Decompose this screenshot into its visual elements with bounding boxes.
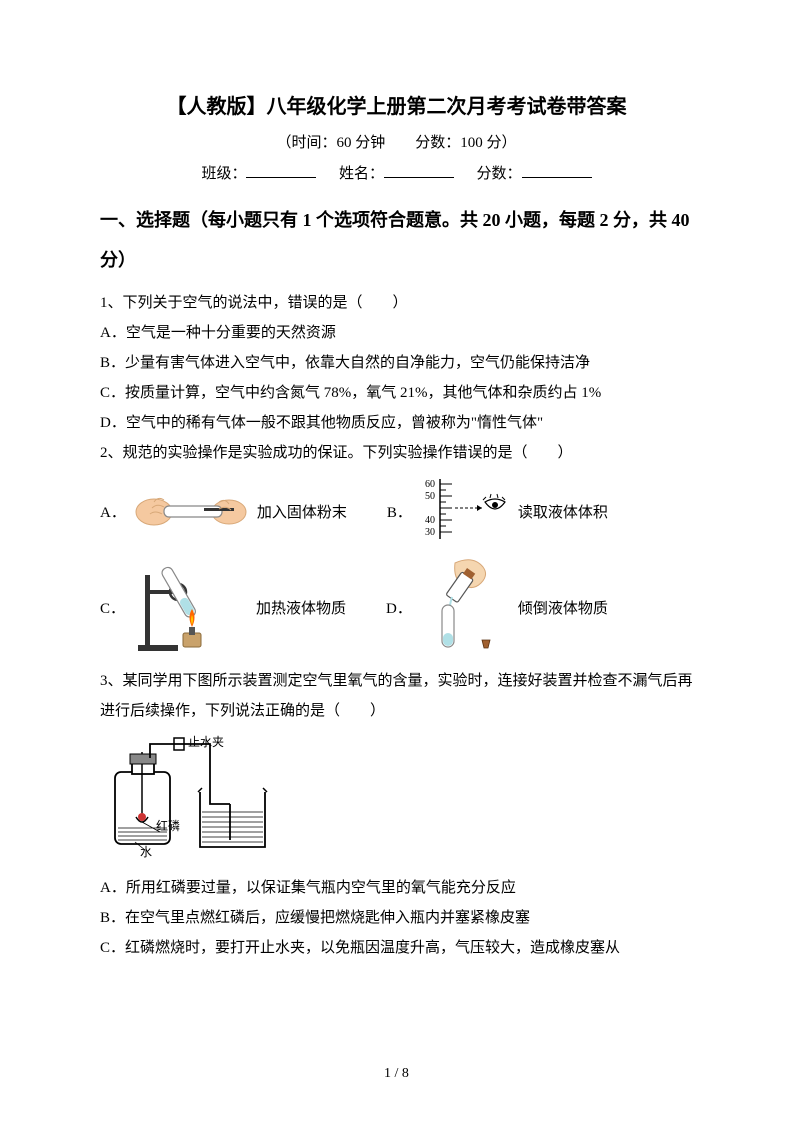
- q1-opt-d: D．空气中的稀有气体一般不跟其他物质反应，曾被称为"惰性气体": [100, 408, 693, 438]
- class-label: 班级：: [201, 166, 246, 182]
- svg-text:50: 50: [425, 491, 435, 502]
- score-label: 分数：: [477, 166, 522, 182]
- page-footer: 1 / 8: [0, 1066, 793, 1082]
- svg-text:止水夹: 止水夹: [188, 735, 224, 749]
- q3-opt-c: C．红磷燃烧时，要打开止水夹，以免瓶因温度升高，气压较大，造成橡皮塞从: [100, 933, 693, 963]
- q2-b-label: 读取液体体积: [518, 501, 608, 522]
- svg-text:40: 40: [425, 515, 435, 526]
- q2-c-letter: C．: [100, 597, 125, 618]
- q1-opt-c: C．按质量计算，空气中约含氮气 78%，氧气 21%，其他气体和杂质约占 1%: [100, 378, 693, 408]
- q2-a-label: 加入固体粉末: [257, 501, 347, 522]
- q3-stem: 3、某同学用下图所示装置测定空气里氧气的含量，实验时，连接好装置并检查不漏气后再…: [100, 666, 693, 726]
- q2-b-letter: B．: [387, 501, 412, 522]
- svg-text:红磷: 红磷: [156, 818, 180, 833]
- q1-opt-b: B．少量有害气体进入空气中，依靠大自然的自净能力，空气仍能保持洁净: [100, 348, 693, 378]
- q3-opt-a: A．所用红磷要过量，以保证集气瓶内空气里的氧气能充分反应: [100, 873, 693, 903]
- svg-text:30: 30: [425, 527, 435, 538]
- section-1-header: 一、选择题（每小题只有 1 个选项符合题意。共 20 小题，每题 2 分，共 4…: [100, 201, 693, 280]
- q2-b-diagram: 60 50 40 30: [420, 474, 510, 549]
- q2-stem: 2、规范的实验操作是实验成功的保证。下列实验操作错误的是（ ）: [100, 438, 693, 468]
- q2-d-diagram: [420, 555, 510, 660]
- q3-opt-b: B．在空气里点燃红磷后，应缓慢把燃烧匙伸入瓶内并塞紧橡皮塞: [100, 903, 693, 933]
- q2-c-label: 加热液体物质: [256, 597, 346, 618]
- form-row: 班级： 姓名： 分数：: [100, 162, 693, 183]
- q2-a-diagram: [134, 482, 249, 542]
- score-blank: [522, 163, 592, 178]
- page-title: 【人教版】八年级化学上册第二次月考考试卷带答案: [100, 90, 693, 119]
- q3-diagram: 止水夹 红磷 水: [100, 732, 693, 867]
- q2-d-letter: D．: [386, 597, 412, 618]
- subtitle: （时间：60 分钟 分数：100 分）: [100, 131, 693, 152]
- q2-c-diagram: [133, 555, 248, 660]
- q2-a-letter: A．: [100, 501, 126, 522]
- q1-opt-a: A．空气是一种十分重要的天然资源: [100, 318, 693, 348]
- q2-row-cd: C． 加热液体物质 D．: [100, 555, 693, 660]
- q1-stem: 1、下列关于空气的说法中，错误的是（ ）: [100, 288, 693, 318]
- q2-row-ab: A． 加入固体粉末 B．: [100, 474, 693, 549]
- name-label: 姓名：: [339, 166, 384, 182]
- svg-text:60: 60: [425, 479, 435, 490]
- class-blank: [246, 163, 316, 178]
- name-blank: [384, 163, 454, 178]
- q2-d-label: 倾倒液体物质: [518, 597, 608, 618]
